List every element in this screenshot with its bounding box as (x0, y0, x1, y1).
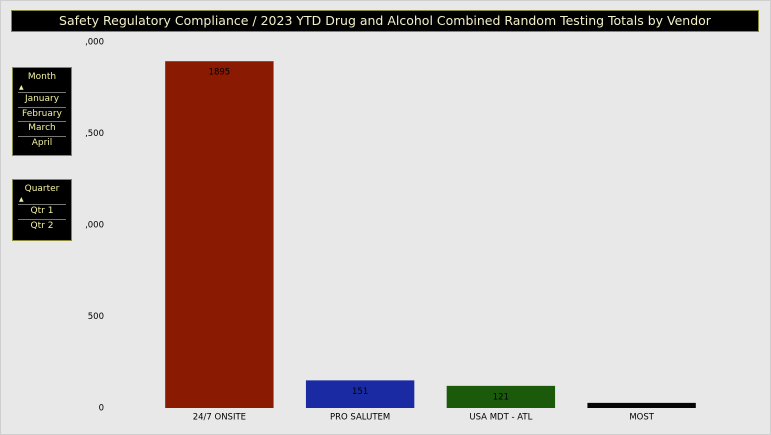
x-tick-label: MOST (629, 413, 654, 423)
slicer-item[interactable]: January (18, 92, 66, 107)
data-label: 1895 (209, 68, 231, 78)
slicer-title: Month (27, 72, 57, 82)
bar (587, 402, 696, 408)
y-tick-label: 0 (99, 404, 104, 414)
title-bar: Safety Regulatory Compliance / 2023 YTD … (11, 10, 759, 32)
month-slicer: Month ▲ January February March April (12, 67, 72, 156)
y-tick-label: ,000 (85, 221, 104, 231)
bar (305, 380, 415, 408)
sort-arrow[interactable]: ▲ (19, 84, 24, 91)
sort-arrow[interactable]: ▲ (19, 196, 24, 203)
y-tick-label: 500 (88, 312, 104, 322)
slicer-item[interactable]: Qtr 2 (18, 218, 66, 234)
x-tick-label: 24/7 ONSITE (193, 413, 246, 423)
data-label: 151 (352, 387, 368, 397)
bar (446, 385, 556, 408)
x-tick-label: USA MDT - ATL (469, 413, 532, 423)
slicer-item[interactable]: Qtr 1 (18, 204, 66, 219)
slicer-item[interactable]: February (18, 106, 66, 122)
slicer-item[interactable]: March (18, 121, 66, 136)
x-tick-label: PRO SALUTEM (330, 413, 390, 423)
bar (165, 61, 274, 409)
y-tick-label: ,500 (85, 129, 104, 139)
slicer-item[interactable]: April (18, 135, 66, 151)
y-tick-label: ,000 (85, 38, 104, 48)
data-label: 121 (493, 392, 509, 402)
quarter-slicer: Quarter ▲ Qtr 1 Qtr 2 (12, 179, 72, 241)
slicer-title: Quarter (24, 184, 60, 194)
